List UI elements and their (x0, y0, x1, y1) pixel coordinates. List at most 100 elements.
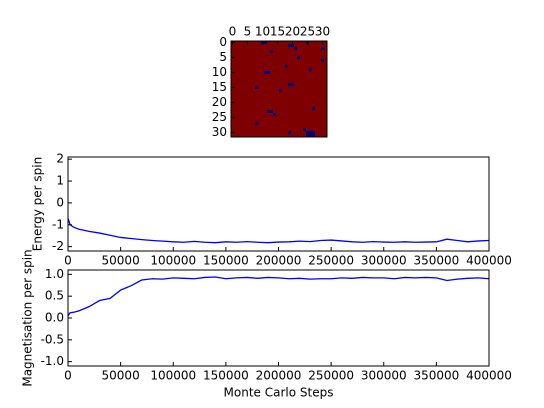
spin-cell (306, 50, 310, 54)
spin-cell (321, 50, 325, 54)
spin-cell (255, 47, 259, 51)
spin-cell (246, 86, 250, 90)
spin-cell (312, 128, 316, 132)
spin-cell (267, 128, 271, 132)
spin-cell (288, 122, 292, 126)
spin-cell (273, 92, 277, 96)
spin-cell (231, 83, 235, 87)
spin-cell (297, 56, 301, 60)
spin-cell (291, 110, 295, 114)
spin-cell (243, 62, 247, 66)
spin-cell (306, 53, 310, 57)
spin-cell (291, 53, 295, 57)
spin-cell (246, 44, 250, 48)
spin-cell (300, 71, 304, 75)
spin-cell (249, 95, 253, 99)
spin-cell (273, 119, 277, 123)
y-tick-label: 10 (212, 65, 227, 79)
spin-cell (240, 104, 244, 108)
spin-cell (285, 71, 289, 75)
spin-cell (315, 107, 319, 111)
spin-cell (276, 80, 280, 84)
spin-cell (252, 119, 256, 123)
spin-cell (279, 89, 283, 93)
spin-cell (243, 110, 247, 114)
spin-cell (270, 92, 274, 96)
spin-cell (291, 47, 295, 51)
spin-cell (324, 104, 328, 108)
spin-cell (249, 131, 253, 135)
spin-cell (324, 95, 328, 99)
spin-cell (288, 53, 292, 57)
spin-cell (285, 116, 289, 120)
spin-cell (303, 71, 307, 75)
spin-cell (297, 107, 301, 111)
spin-cell (321, 65, 325, 69)
spin-cell (291, 80, 295, 84)
spin-cell (270, 65, 274, 69)
spin-cell (294, 98, 298, 102)
spin-cell (321, 80, 325, 84)
spin-cell (309, 68, 313, 72)
spin-cell (255, 80, 259, 84)
spin-cell (312, 104, 316, 108)
spin-cell (312, 95, 316, 99)
spin-cell (240, 65, 244, 69)
spin-cell (243, 134, 247, 138)
spin-cell (252, 125, 256, 129)
spin-cell (243, 107, 247, 111)
x-tick-label: 300000 (361, 254, 407, 268)
spin-cell (246, 98, 250, 102)
spin-cell (297, 77, 301, 81)
x-axis-label: Monte Carlo Steps (224, 386, 334, 400)
spin-cell (249, 104, 253, 108)
spin-cell (279, 119, 283, 123)
x-tick-label: 100000 (150, 369, 196, 383)
spin-cell (291, 74, 295, 78)
y-tick-label: 0 (219, 35, 227, 49)
spin-cell (237, 131, 241, 135)
spin-cell (306, 47, 310, 51)
spin-cell (270, 104, 274, 108)
spin-cell (321, 53, 325, 57)
spin-cell (273, 125, 277, 129)
spin-cell (240, 89, 244, 93)
spin-cell (291, 71, 295, 75)
spin-cell (282, 107, 286, 111)
spin-cell (264, 89, 268, 93)
spin-cell (324, 134, 328, 138)
spin-cell (273, 41, 277, 45)
spin-cell (318, 125, 322, 129)
spin-cell (294, 95, 298, 99)
spin-cell (318, 86, 322, 90)
spin-cell (243, 113, 247, 117)
spin-cell (252, 86, 256, 90)
spin-cell (312, 41, 316, 45)
spin-cell (324, 65, 328, 69)
spin-cell (291, 107, 295, 111)
spin-cell (252, 116, 256, 120)
spin-cell (303, 77, 307, 81)
spin-cell (246, 59, 250, 63)
spin-cell (285, 134, 289, 138)
spin-cell (306, 128, 310, 132)
spin-cell (276, 74, 280, 78)
spin-cell (324, 122, 328, 126)
spin-cell (237, 86, 241, 90)
spin-cell (246, 104, 250, 108)
spin-cell (324, 41, 328, 45)
spin-cell (258, 50, 262, 54)
spin-cell (246, 50, 250, 54)
spin-cell (249, 62, 253, 66)
spin-cell (273, 86, 277, 90)
spin-cell (258, 53, 262, 57)
spin-cell (264, 116, 268, 120)
spin-cell (291, 113, 295, 117)
spin-cell (306, 44, 310, 48)
spin-cell (255, 74, 259, 78)
spin-cell (240, 47, 244, 51)
spin-cell (255, 86, 259, 90)
spin-cell (261, 71, 265, 75)
spin-cell (267, 44, 271, 48)
spin-cell (288, 77, 292, 81)
